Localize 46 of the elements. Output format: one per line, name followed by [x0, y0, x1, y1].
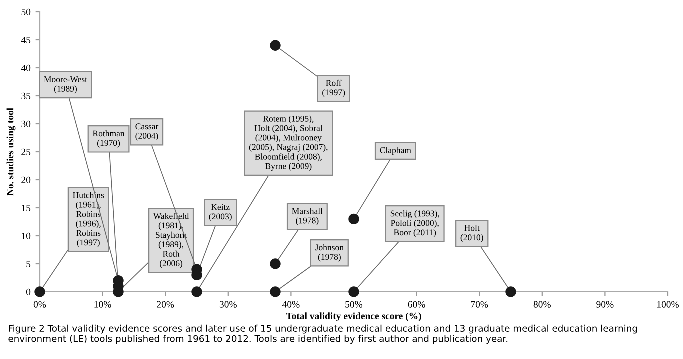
y-tick-label: 0 [26, 288, 31, 296]
x-tick-label: 20% [157, 301, 174, 308]
y-axis-title: No. studies using tool [6, 108, 16, 196]
annotation: Wakefield (1981), Stayhorn (1989), Roth (2006) [153, 212, 190, 268]
y-tick-label: 40 [21, 64, 31, 72]
annotation: Rothman (1970) [92, 130, 125, 148]
y-tick-label: 15 [22, 204, 31, 212]
x-tick-label: 0% [34, 301, 46, 308]
x-tick-label: 80% [534, 301, 551, 308]
point [34, 286, 46, 298]
y-tick-label: 30 [22, 120, 31, 128]
x-tick-label: 30% [220, 301, 237, 308]
annotation: Moore-West (1989) [44, 76, 88, 94]
point [192, 286, 202, 298]
annotation: Clapham [380, 147, 412, 156]
x-tick-label: 90% [596, 301, 614, 308]
y-tick-label: 50 [22, 8, 31, 16]
x-tick-label: 50% [346, 301, 363, 308]
caption: Figure 2 Total validity evidence scores and later use of 15 undergraduate medical education and 13 graduate medical education learning environment (LE) tools published from 1961 to 2012. Tools are identified by first author and publication year. [8, 324, 638, 344]
point [270, 258, 281, 270]
point [506, 286, 516, 298]
annotation: Roff (1997) [322, 80, 346, 98]
y-tick-label: 20 [22, 176, 31, 184]
x-tick-label: 100% [658, 301, 680, 308]
point [348, 286, 360, 298]
point [270, 286, 281, 298]
y-tick-label: 10 [22, 232, 31, 240]
point [348, 214, 360, 225]
annotation: Hutchins (1961), Robins (1996), Robins (1997) [73, 192, 104, 248]
annotation: Rotem (1995), Holt (2004), Sobral (2004), Mulrooney (2005), Nagraj (2007), Bloomfield (2008), Byrne (2009) [249, 116, 328, 172]
point [270, 40, 281, 51]
annotation: Cassar (2004) [136, 124, 159, 141]
annotation: Seelig (1993), Pololi (2000), Boor (2011) [390, 210, 440, 238]
y-tick-label: 45 [21, 36, 31, 44]
x-axis-title: Total validity evidence score (%) [286, 312, 422, 322]
x-tick-label: 10% [94, 301, 112, 308]
x-tick-label: 60% [408, 301, 426, 308]
y-tick-label: 5 [26, 261, 31, 268]
annotation: Johnson (1978) [316, 244, 344, 262]
x-tick-label: 70% [471, 301, 488, 308]
y-tick-label: 35 [22, 92, 31, 100]
y-tick-label: 25 [22, 148, 31, 156]
annotation: Keitz (2003) [209, 204, 232, 222]
annotation: Marshall (1978) [292, 208, 323, 226]
annotation: Holt (2010) [460, 224, 484, 242]
x-tick-label: 40% [282, 301, 300, 308]
